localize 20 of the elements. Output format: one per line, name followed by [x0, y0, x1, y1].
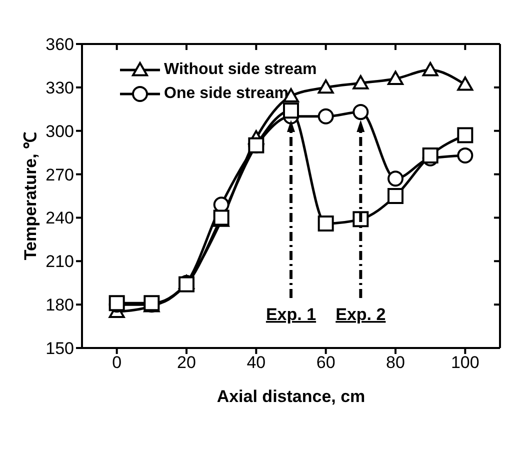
y-tick-label: 360: [46, 35, 74, 54]
x-tick-label: 60: [316, 353, 336, 372]
annotation: Exp. 1: [266, 305, 316, 324]
y-tick-label: 150: [46, 339, 74, 358]
y-axis-title: Temperature, ℃: [21, 132, 40, 260]
legend-label: Without side stream: [164, 61, 317, 79]
y-tick-label: 300: [46, 122, 74, 141]
x-tick-label: 0: [112, 353, 122, 372]
y-tick-label: 330: [46, 78, 74, 98]
x-axis-title: Axial distance, cm: [216, 387, 366, 406]
annotation: Exp. 2: [336, 305, 386, 324]
y-tick-label: 210: [46, 252, 74, 272]
y-tick-label: 240: [46, 208, 74, 228]
x-tick-label: 80: [386, 353, 405, 372]
x-tick-label: 100: [450, 353, 480, 372]
y-tick-label: 180: [46, 296, 74, 315]
y-tick-label: 270: [46, 165, 74, 184]
legend-label: One side stream: [164, 85, 288, 103]
x-tick-label: 20: [177, 353, 196, 372]
x-tick-label: 40: [246, 353, 266, 372]
